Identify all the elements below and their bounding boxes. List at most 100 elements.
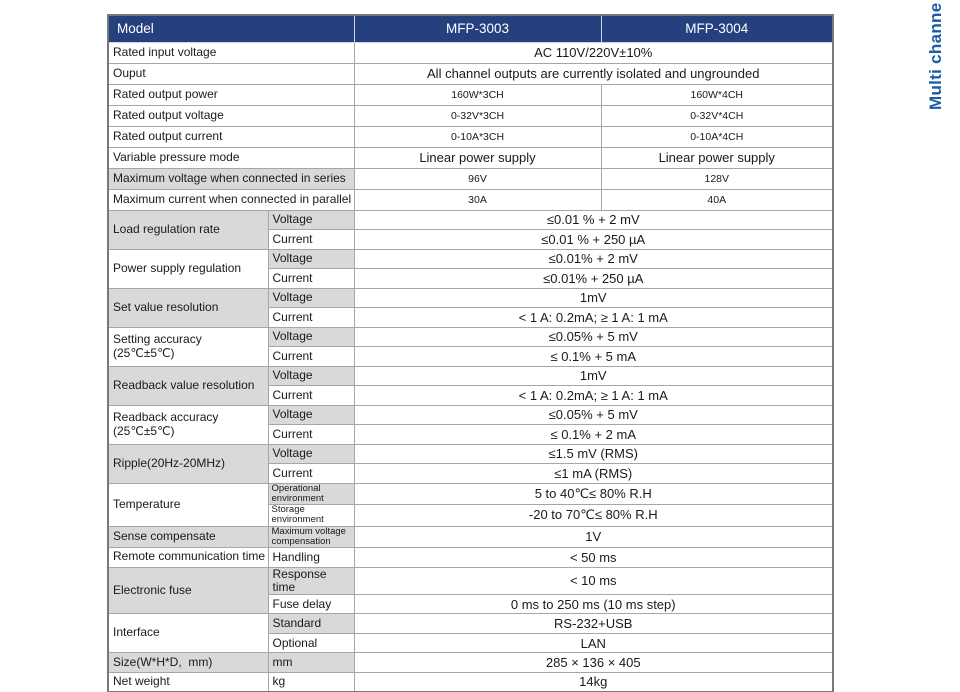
row-label: Rated output current	[107, 125, 355, 148]
spec-row: Load regulation rate Voltage ≤0.01 % + 2 m…	[107, 209, 834, 250]
row-label: Maximum current when connected in parall…	[107, 188, 355, 211]
row-label: Sense compensate	[107, 525, 269, 548]
row-label: Interface	[107, 613, 269, 654]
spec-value: 0-32V*3CH	[353, 104, 602, 127]
row-label: Remote communication time	[107, 547, 269, 568]
spec-value: ≤1 mA (RMS)	[353, 463, 834, 484]
spec-value: 285 × 136 × 405	[353, 652, 834, 673]
row-sublabel: Response time	[267, 566, 355, 595]
spec-row: Interface Standard RS-232+USB	[107, 613, 834, 654]
spec-value: ≤0.01% + 250 µA	[353, 268, 834, 289]
spec-value: Linear power supply	[600, 146, 834, 169]
row-sublabel: Current	[267, 385, 355, 406]
row-label: Readback value resolution	[107, 365, 269, 406]
spec-row: Current ≤ 0.1% + 2 mA	[108, 424, 834, 445]
spec-value: ≤0.05% + 5 mV	[353, 404, 834, 425]
row-label: Power supply regulation	[107, 248, 269, 289]
spec-value: ≤0.01 % + 2 mV	[353, 209, 834, 230]
spec-row: Temperature Operational environment 5 to 4…	[107, 482, 834, 527]
row-sublabel: Voltage	[267, 248, 355, 269]
spec-value: ≤ 0.1% + 2 mA	[353, 424, 834, 445]
row-sublabel: Operational environment	[267, 482, 355, 505]
spec-table-body: Rated input voltage AC 110V/220V±10% Ouput…	[107, 41, 834, 692]
spec-value: 0-32V*4CH	[600, 104, 834, 127]
multi-channel-side-label: Multi channe	[926, 2, 945, 111]
spec-value: ≤0.01 % + 250 µA	[353, 229, 834, 250]
row-label: Ouput	[107, 62, 355, 85]
spec-value: 1mV	[353, 287, 834, 308]
spec-row: Rated output power 160W*3CH 160W*4CH	[107, 83, 834, 106]
spec-value: < 1 A: 0.2mA; ≥ 1 A: 1 mA	[353, 385, 834, 406]
spec-value: 128V	[600, 167, 834, 190]
row-sublabel: Voltage	[267, 209, 355, 230]
header-col-mfp-3003: MFP-3003	[353, 14, 602, 43]
row-sublabel: Handling	[267, 547, 355, 568]
row-label: Electronic fuse	[107, 566, 269, 615]
spec-row: Maximum current when connected in parall…	[107, 188, 834, 211]
spec-value: 96V	[353, 167, 602, 190]
row-label: Set value resolution	[107, 287, 269, 328]
row-sublabel: Voltage	[267, 404, 355, 425]
row-sublabel: Current	[267, 424, 355, 445]
spec-row: Power supply regulation Voltage ≤0.01% + 2…	[107, 248, 834, 289]
row-sublabel: kg	[267, 671, 355, 692]
row-label: Setting accuracy (25℃±5℃)	[107, 326, 269, 367]
spec-row: Current ≤0.01 % + 250 µA	[108, 229, 834, 250]
row-label: Rated input voltage	[107, 41, 355, 64]
spec-row: Readback value resolution Voltage 1mV	[107, 365, 834, 406]
spec-value: 30A	[353, 188, 602, 211]
spec-row: Ouput All channel outputs are currently i…	[107, 62, 834, 85]
spec-row: Current ≤0.01% + 250 µA	[108, 268, 834, 289]
spec-row: Electronic fuse Response time < 10 ms	[107, 566, 834, 615]
row-sublabel: Voltage	[267, 287, 355, 308]
row-sublabel: Current	[267, 346, 355, 367]
spec-value: 0 ms to 250 ms (10 ms step)	[353, 593, 834, 615]
spec-value: 160W*3CH	[353, 83, 602, 106]
header-row: Model MFP-3003 MFP-3004	[107, 14, 834, 43]
spec-row: Ripple(20Hz-20MHz) Voltage ≤1.5 mV (RMS)	[107, 443, 834, 484]
spec-row: Storage environment -20 to 70℃≤ 80% R.H	[108, 504, 834, 527]
spec-row: Set value resolution Voltage 1mV	[107, 287, 834, 328]
spec-row: Rated output current 0-10A*3CH 0-10A*4CH	[107, 125, 834, 148]
spec-row: Fuse delay 0 ms to 250 ms (10 ms step)	[108, 593, 834, 615]
spec-value: 40A	[600, 188, 834, 211]
spec-row: Sense compensate Maximum voltage compensa…	[107, 525, 834, 548]
row-sublabel: Storage environment	[267, 504, 355, 527]
row-label: Readback accuracy (25℃±5℃)	[107, 404, 269, 445]
row-label: Maximum voltage when connected in series	[107, 167, 355, 190]
spec-value: 1mV	[353, 365, 834, 386]
spec-row: Size(W*H*D, mm) mm 285 × 136 × 405	[107, 652, 834, 673]
spec-value: LAN	[353, 632, 834, 654]
row-sublabel: Standard	[267, 613, 355, 634]
spec-value: ≤ 0.1% + 5 mA	[353, 346, 834, 367]
header-col-mfp-3004: MFP-3004	[600, 14, 834, 43]
spec-value: 14kg	[353, 671, 834, 692]
spec-value: ≤0.01% + 2 mV	[353, 248, 834, 269]
row-sublabel: Voltage	[267, 326, 355, 347]
spec-value: RS-232+USB	[353, 613, 834, 634]
spec-value: ≤0.05% + 5 mV	[353, 326, 834, 347]
spec-row: Remote communication time Handling < 50 ms	[107, 547, 834, 568]
row-label: Temperature	[107, 482, 269, 527]
row-label: Rated output power	[107, 83, 355, 106]
row-label: Size(W*H*D, mm)	[107, 652, 269, 673]
spec-value: < 1 A: 0.2mA; ≥ 1 A: 1 mA	[353, 307, 834, 328]
spec-value: 0-10A*3CH	[353, 125, 602, 148]
spec-row: Variable pressure mode Linear power suppl…	[107, 146, 834, 169]
spec-value: 5 to 40℃≤ 80% R.H	[353, 482, 834, 505]
spec-row: Current ≤1 mA (RMS)	[108, 463, 834, 484]
row-sublabel: Voltage	[267, 365, 355, 386]
row-sublabel: Current	[267, 268, 355, 289]
row-sublabel: Optional	[267, 632, 355, 654]
row-sublabel: Current	[267, 463, 355, 484]
row-sublabel: Voltage	[267, 443, 355, 464]
spec-value: 1V	[353, 525, 834, 548]
spec-value: 160W*4CH	[600, 83, 834, 106]
spec-row: Rated output voltage 0-32V*3CH 0-32V*4CH	[107, 104, 834, 127]
header-model: Model	[107, 14, 355, 43]
row-sublabel: Fuse delay	[267, 593, 355, 615]
spec-value: < 50 ms	[353, 547, 834, 568]
row-label: Net weight	[107, 671, 269, 692]
spec-value: ≤1.5 mV (RMS)	[353, 443, 834, 464]
